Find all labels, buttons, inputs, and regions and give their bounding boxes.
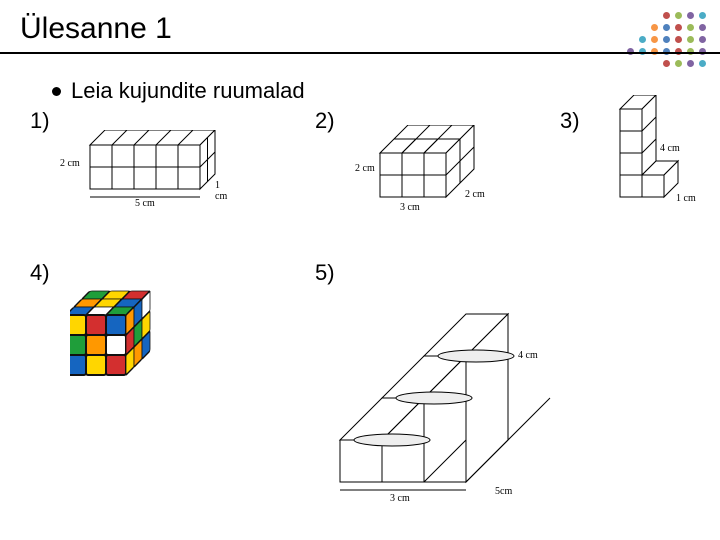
decorative-dots (615, 12, 708, 69)
dim-5w1: 3 cm (390, 493, 410, 504)
figure-2: 2 cm 3 cm 2 cm (370, 125, 500, 220)
figure-4-rubiks-cube (70, 285, 170, 390)
bullet-item: Leia kujundite ruumalad (52, 78, 305, 104)
label-3: 3) (560, 108, 580, 134)
figure-5: 4 cm 3 cm 5cm (320, 290, 600, 525)
figure-1: 2 cm 5 cm 1 cm (75, 130, 230, 220)
dim-1w: 5 cm (135, 198, 155, 209)
label-5: 5) (315, 260, 335, 286)
bullet-text: Leia kujundite ruumalad (71, 78, 305, 104)
label-4: 4) (30, 260, 50, 286)
dim-3h: 4 cm (660, 143, 680, 154)
dim-2h: 2 cm (355, 163, 375, 174)
dim-3d: 1 cm (676, 193, 696, 204)
dim-1d: 1 cm (215, 180, 230, 202)
label-1: 1) (30, 108, 50, 134)
dim-1h: 2 cm (60, 158, 80, 169)
bullet-dot-icon (52, 87, 61, 96)
dim-5h: 4 cm (518, 350, 538, 361)
dim-2d: 2 cm (465, 189, 485, 200)
title-underline (0, 52, 720, 54)
figure-3: 4 cm 1 cm (610, 95, 700, 230)
dim-5w2: 5cm (495, 486, 512, 497)
label-2: 2) (315, 108, 335, 134)
dim-2w: 3 cm (400, 202, 420, 213)
page-title: Ülesanne 1 (20, 12, 172, 46)
